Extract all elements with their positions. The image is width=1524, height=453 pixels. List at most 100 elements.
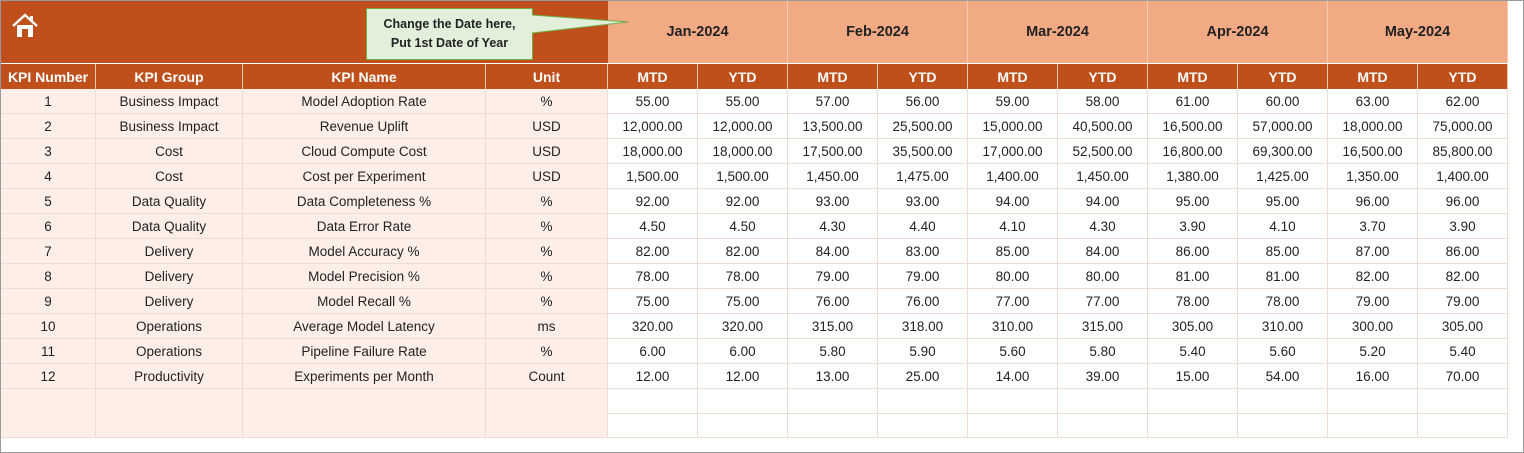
table-cell: 95.00: [1238, 189, 1328, 214]
table-cell: 3: [1, 139, 96, 164]
table-cell: 5.80: [1058, 339, 1148, 364]
sub-header: MTD: [968, 64, 1058, 89]
table-cell: 3.90: [1148, 214, 1238, 239]
table-cell: 79.00: [1418, 289, 1508, 314]
table-cell: %: [486, 339, 608, 364]
column-header: KPI Number: [1, 64, 96, 89]
table-cell: %: [486, 214, 608, 239]
table-cell: Cost: [96, 139, 243, 164]
table-cell: 25,500.00: [878, 114, 968, 139]
empty-cell: [1, 389, 96, 414]
table-cell: 4: [1, 164, 96, 189]
table-cell: 2: [1, 114, 96, 139]
table-cell: 5.80: [788, 339, 878, 364]
table-cell: 76.00: [878, 289, 968, 314]
table-cell: 93.00: [788, 189, 878, 214]
sub-header: MTD: [1148, 64, 1238, 89]
table-cell: 5.60: [1238, 339, 1328, 364]
table-cell: Data Completeness %: [243, 189, 486, 214]
empty-cell: [486, 413, 608, 438]
table-cell: 94.00: [1058, 189, 1148, 214]
table-cell: USD: [486, 114, 608, 139]
table-cell: 6: [1, 214, 96, 239]
table-cell: 78.00: [698, 264, 788, 289]
table-cell: Average Model Latency: [243, 314, 486, 339]
table-cell: 300.00: [1328, 314, 1418, 339]
table-cell: 15.00: [1148, 364, 1238, 389]
home-icon[interactable]: [10, 12, 40, 40]
table-cell: Business Impact: [96, 89, 243, 114]
empty-cell: [608, 413, 698, 438]
table-cell: Model Adoption Rate: [243, 89, 486, 114]
sub-header: MTD: [788, 64, 878, 89]
empty-cell: [788, 389, 878, 414]
table-cell: 4.30: [1058, 214, 1148, 239]
table-cell: 9: [1, 289, 96, 314]
table-cell: 55.00: [698, 89, 788, 114]
table-cell: 79.00: [878, 264, 968, 289]
table-cell: Model Precision %: [243, 264, 486, 289]
table-cell: 78.00: [608, 264, 698, 289]
table-cell: 79.00: [788, 264, 878, 289]
table-cell: 79.00: [1328, 289, 1418, 314]
table-cell: 15,000.00: [968, 114, 1058, 139]
table-cell: 35,500.00: [878, 139, 968, 164]
table-cell: 318.00: [878, 314, 968, 339]
empty-cell: [1148, 389, 1238, 414]
table-cell: 14.00: [968, 364, 1058, 389]
table-cell: 82.00: [608, 239, 698, 264]
table-cell: 1,350.00: [1328, 164, 1418, 189]
sub-header: YTD: [1058, 64, 1148, 89]
table-cell: 95.00: [1148, 189, 1238, 214]
table-cell: Model Accuracy %: [243, 239, 486, 264]
table-cell: %: [486, 289, 608, 314]
table-cell: 1,450.00: [788, 164, 878, 189]
table-cell: 93.00: [878, 189, 968, 214]
table-cell: 52,500.00: [1058, 139, 1148, 164]
table-cell: 6.00: [698, 339, 788, 364]
table-cell: 4.10: [1238, 214, 1328, 239]
table-cell: 96.00: [1328, 189, 1418, 214]
table-cell: ms: [486, 314, 608, 339]
table-cell: Business Impact: [96, 114, 243, 139]
table-cell: 59.00: [968, 89, 1058, 114]
table-cell: 1,500.00: [698, 164, 788, 189]
table-cell: 4.30: [788, 214, 878, 239]
table-cell: Delivery: [96, 239, 243, 264]
table-cell: 57.00: [788, 89, 878, 114]
table-cell: 315.00: [1058, 314, 1148, 339]
table-cell: 76.00: [788, 289, 878, 314]
table-cell: 12,000.00: [698, 114, 788, 139]
table-cell: 96.00: [1418, 189, 1508, 214]
empty-cell: [486, 389, 608, 414]
empty-cell: [968, 389, 1058, 414]
table-cell: 87.00: [1328, 239, 1418, 264]
table-cell: 82.00: [698, 239, 788, 264]
table-cell: 40,500.00: [1058, 114, 1148, 139]
note-pointer: [532, 14, 629, 34]
table-cell: 16,500.00: [1328, 139, 1418, 164]
table-cell: 310.00: [1238, 314, 1328, 339]
table-cell: Cost: [96, 164, 243, 189]
table-cell: 16,500.00: [1148, 114, 1238, 139]
table-cell: 62.00: [1418, 89, 1508, 114]
table-cell: 75,000.00: [1418, 114, 1508, 139]
table-cell: 84.00: [1058, 239, 1148, 264]
table-cell: USD: [486, 139, 608, 164]
table-cell: Operations: [96, 339, 243, 364]
table-cell: 320.00: [698, 314, 788, 339]
table-cell: 82.00: [1328, 264, 1418, 289]
table-cell: 3.70: [1328, 214, 1418, 239]
table-cell: 5.60: [968, 339, 1058, 364]
table-cell: %: [486, 264, 608, 289]
column-header: Unit: [486, 64, 608, 89]
table-cell: 12.00: [608, 364, 698, 389]
table-cell: 54.00: [1238, 364, 1328, 389]
table-cell: 4.40: [878, 214, 968, 239]
table-cell: 55.00: [608, 89, 698, 114]
table-cell: 84.00: [788, 239, 878, 264]
table-cell: 5.20: [1328, 339, 1418, 364]
table-cell: 75.00: [608, 289, 698, 314]
table-cell: 25.00: [878, 364, 968, 389]
empty-cell: [1418, 413, 1508, 438]
